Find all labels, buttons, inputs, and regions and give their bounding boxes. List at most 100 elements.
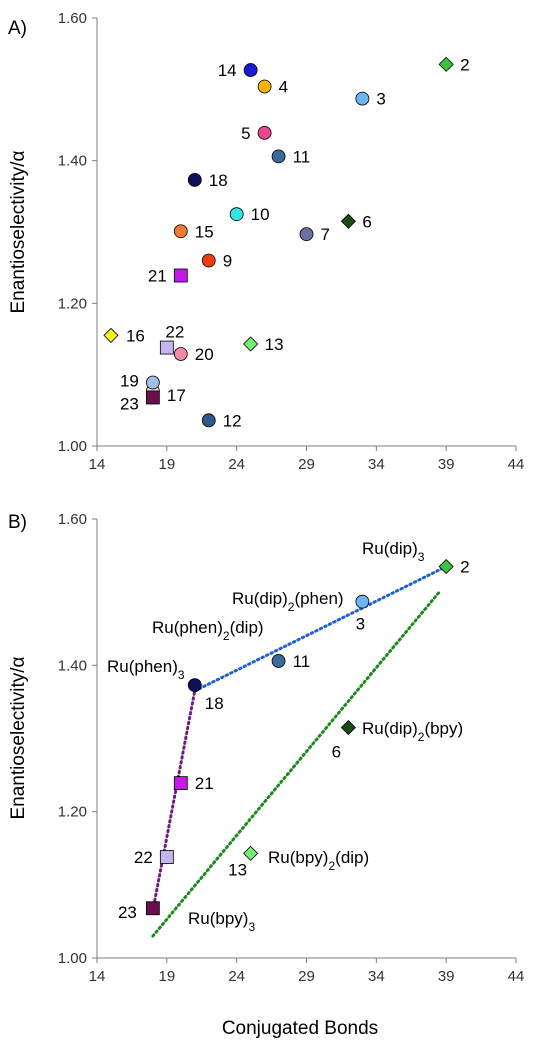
- panel-b-y-axis-title: Enantioselectivity/α: [8, 656, 29, 819]
- data-point-circle: [257, 79, 272, 94]
- x-tick-label: 14: [89, 968, 106, 985]
- data-point-label: 14: [218, 61, 237, 80]
- data-point-label: 11: [293, 652, 311, 671]
- data-point-label: 10: [251, 205, 270, 224]
- trendline: [151, 590, 441, 938]
- data-point-label: 15: [195, 222, 214, 241]
- data-point-square: [159, 850, 174, 864]
- data-point-square: [173, 268, 188, 283]
- data-point-circle: [229, 207, 244, 222]
- data-point-label: 2: [460, 55, 469, 74]
- data-point-label: 13: [228, 860, 247, 879]
- data-point-diamond: [243, 336, 259, 352]
- complex-annotation: Ru(phen)2(dip): [152, 618, 264, 643]
- data-point-label: 4: [279, 77, 288, 96]
- data-point-label: 7: [321, 225, 330, 244]
- data-point-label: 17: [167, 386, 186, 405]
- data-point-circle: [355, 91, 370, 106]
- data-point-label: 3: [376, 90, 385, 109]
- data-point-circle: [355, 594, 370, 609]
- data-point-circle: [187, 678, 202, 692]
- data-point-label: 20: [195, 345, 214, 364]
- data-point-circle: [299, 227, 314, 242]
- data-point-label: 23: [118, 903, 137, 922]
- data-point-label: 5: [241, 124, 250, 143]
- x-tick-label: 29: [298, 968, 315, 985]
- data-point-circle: [173, 347, 188, 361]
- data-point-label: 11: [293, 147, 311, 166]
- complex-annotation: Ru(bpy)3: [188, 909, 255, 934]
- trendline: [151, 689, 197, 912]
- panel-a: A) Enantioselectivity/α 14 19 24 29 34 39 441.…: [8, 10, 524, 473]
- x-tick-label: 19: [158, 456, 175, 473]
- x-tick-label: 34: [368, 456, 385, 473]
- x-tick-label: 24: [228, 968, 245, 985]
- panel-b-label: B): [8, 512, 27, 533]
- panel-a-points: [103, 56, 454, 428]
- data-point-diamond: [340, 213, 356, 229]
- data-point-label: 22: [134, 848, 153, 867]
- panel-b-complex-annotations: Ru(dip)3 Ru(dip)2(phen) Ru(phen)2(dip) Ru(p…: [107, 539, 463, 934]
- data-point-diamond: [438, 558, 454, 575]
- y-tick-label: 1.20: [58, 295, 87, 312]
- x-tick-label: 19: [158, 968, 175, 985]
- data-point-circle: [201, 253, 216, 268]
- x-tick-label: 44: [508, 968, 525, 985]
- panel-b-points: [145, 558, 454, 916]
- data-point-circle: [271, 654, 286, 668]
- trendline: [193, 565, 448, 693]
- data-point-label: 21: [195, 774, 214, 793]
- data-point-label: 6: [332, 743, 341, 762]
- data-point-square: [159, 340, 174, 355]
- data-point-square: [145, 390, 160, 405]
- data-point-circle: [271, 149, 286, 164]
- x-tick-label: 24: [228, 456, 245, 473]
- data-point-square: [173, 776, 188, 791]
- data-point-label: 23: [120, 394, 139, 413]
- data-point-label: 6: [362, 212, 371, 231]
- panel-a-y-axis-title: Enantioselectivity/α: [8, 150, 29, 313]
- y-tick-label: 1.60: [58, 511, 87, 528]
- data-point-label: 16: [126, 326, 145, 345]
- panel-b-trendlines: [151, 565, 448, 938]
- data-point-circle: [187, 173, 202, 187]
- x-tick-label: 14: [89, 456, 106, 473]
- panel-a-label: A): [8, 18, 27, 39]
- data-point-label: 18: [205, 694, 224, 713]
- data-point-label: 12: [223, 411, 242, 430]
- panel-b-axes: 14 19 24 29 34 39 44 1.00 1.20 1.40 1.60: [58, 511, 525, 985]
- data-point-square: [145, 901, 160, 916]
- x-tick-label: 34: [368, 968, 385, 985]
- y-tick-label: 1.20: [58, 804, 87, 821]
- data-point-label: 9: [223, 252, 232, 271]
- data-point-circle: [145, 375, 160, 390]
- y-tick-label: 1.00: [58, 438, 87, 455]
- x-tick-label: 44: [508, 456, 525, 473]
- data-point-label: 13: [265, 335, 284, 354]
- y-tick-label: 1.00: [58, 950, 87, 967]
- x-tick-label: 39: [438, 968, 455, 985]
- y-tick-label: 1.40: [58, 657, 87, 674]
- x-axis-title: Conjugated Bonds: [222, 1018, 378, 1039]
- panel-b: B) Enantioselectivity/α 14 19 24 29 34 39 44 1.…: [8, 511, 524, 1039]
- data-point-label: 21: [148, 267, 167, 286]
- data-point-circle: [243, 63, 258, 77]
- data-point-circle: [173, 224, 188, 239]
- data-point-diamond: [103, 327, 119, 343]
- y-tick-label: 1.40: [58, 153, 87, 170]
- data-point-label: 3: [356, 615, 365, 634]
- data-point-diamond: [438, 56, 454, 72]
- data-point-circle: [201, 413, 216, 428]
- y-tick-label: 1.60: [58, 10, 87, 27]
- data-point-label: 19: [120, 372, 139, 391]
- complex-annotation: Ru(dip)2(bpy): [362, 719, 463, 744]
- complex-annotation: Ru(dip)3: [362, 539, 425, 564]
- complex-annotation: Ru(bpy)2(dip): [268, 848, 369, 873]
- panel-a-axes: 14 19 24 29 34 39 441.001.201.401.60: [58, 10, 525, 473]
- complex-annotation: Ru(phen)3: [107, 657, 185, 682]
- data-point-diamond: [243, 845, 259, 861]
- data-point-diamond: [340, 719, 356, 736]
